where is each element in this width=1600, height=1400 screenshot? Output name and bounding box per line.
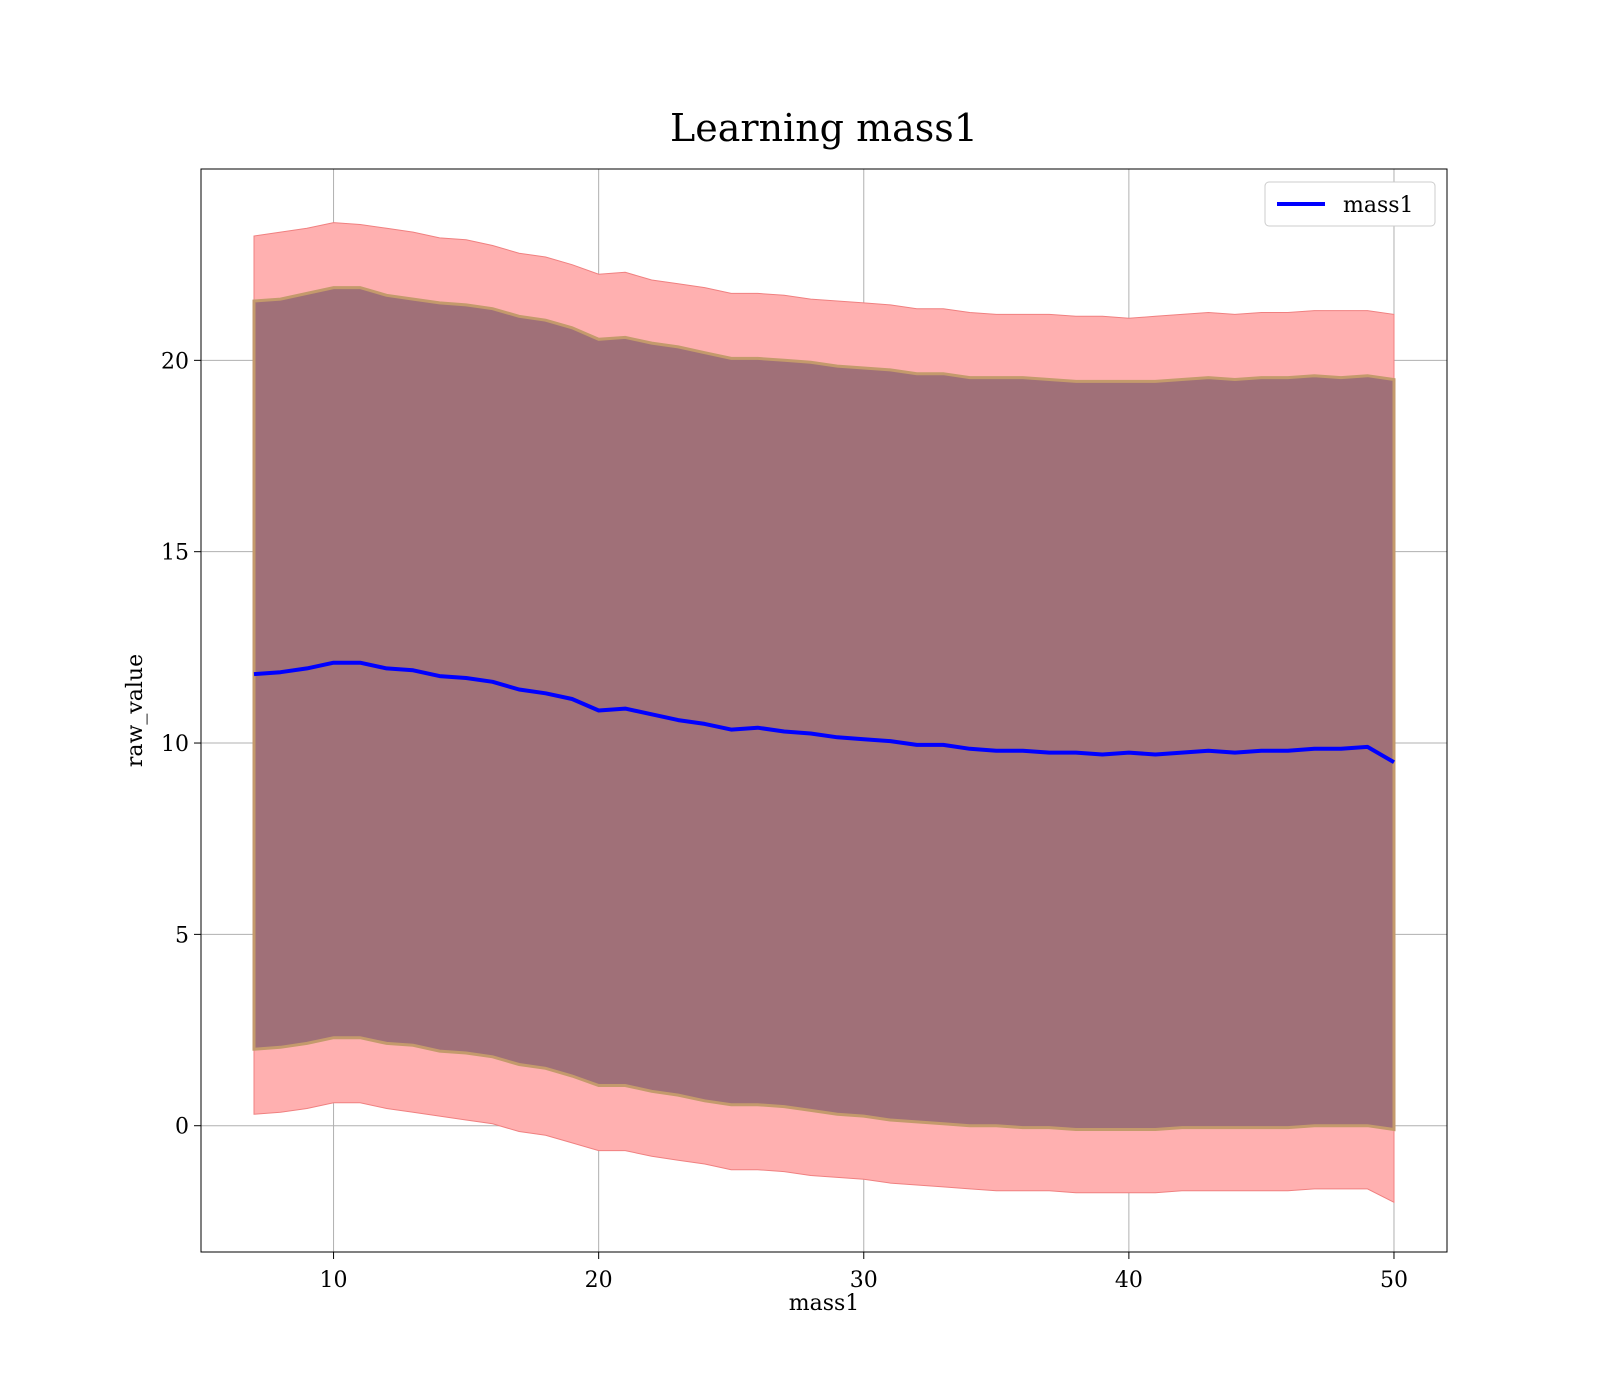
chart-title: Learning mass1 [670,106,978,150]
series-lines [253,660,1396,764]
y-axis-label: raw_value [123,654,148,767]
y-tick-label: 5 [175,923,189,948]
legend-label-mass1: mass1 [1343,193,1414,218]
inner-band [252,286,1396,1132]
axis-ticks: 10 20 30 40 50 0 5 10 15 20 [161,349,1408,1293]
y-tick-label: 15 [161,541,189,566]
legend-box [1264,181,1436,227]
x-tick-label: 30 [850,1268,878,1293]
bands [252,222,1396,1204]
series-line-mass1 [253,660,1396,764]
y-tick-label: 0 [175,1115,189,1140]
x-tick-label: 10 [320,1268,348,1293]
x-tick-label: 20 [585,1268,613,1293]
y-tick-label: 20 [161,349,189,374]
y-tick-label: 10 [161,732,189,757]
x-tick-label: 50 [1380,1268,1408,1293]
x-tick-label: 40 [1115,1268,1143,1293]
x-axis-label: mass1 [789,1291,860,1316]
legend: mass1 [1264,181,1436,227]
plot-frame [200,168,1448,1253]
